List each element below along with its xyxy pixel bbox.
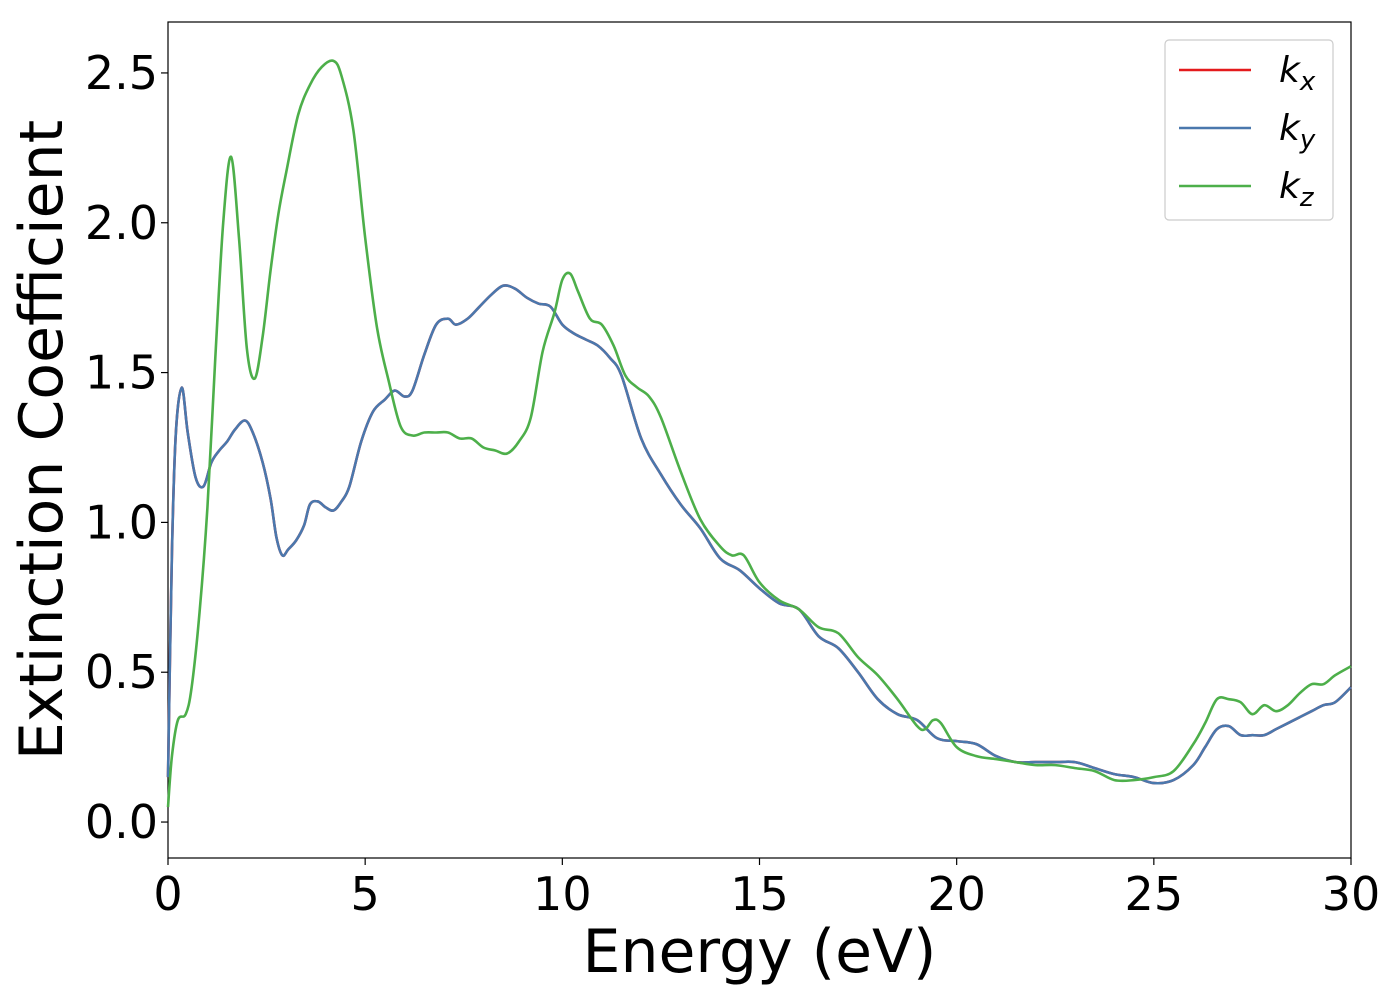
y-tick-label: 0.5 xyxy=(85,645,158,699)
legend-label-subscript: x xyxy=(1299,67,1316,97)
y-axis-ticks: 0.0 0.5 1.0 1.5 2.0 2.5 xyxy=(85,46,168,849)
y-tick-label: 1.5 xyxy=(85,346,158,400)
legend-label-subscript: y xyxy=(1299,125,1316,155)
y-tick-label: 1.0 xyxy=(85,495,158,549)
series-line-y xyxy=(166,284,1352,785)
series-line-x xyxy=(166,284,1352,785)
x-tick-label: 20 xyxy=(927,867,986,921)
y-tick-label: 2.5 xyxy=(85,46,158,100)
legend-label-x: kx xyxy=(1279,50,1316,97)
legend-label-base: k xyxy=(1279,108,1302,149)
x-tick-label: 30 xyxy=(1322,867,1381,921)
legend-box xyxy=(1164,39,1334,221)
legend-label-subscript: z xyxy=(1299,183,1315,213)
series-line-z xyxy=(166,59,1352,808)
legend-label-z: kz xyxy=(1279,166,1315,213)
x-axis-title: Energy (eV) xyxy=(583,917,937,987)
x-tick-label: 25 xyxy=(1125,867,1184,921)
y-axis-title: Extinction Coefficient xyxy=(7,120,77,760)
x-tick-label: 5 xyxy=(351,867,380,921)
legend-label-y: ky xyxy=(1279,108,1316,155)
y-tick-label: 0.0 xyxy=(85,795,158,849)
x-tick-label: 0 xyxy=(153,867,182,921)
x-tick-label: 10 xyxy=(533,867,592,921)
y-tick-label: 2.0 xyxy=(85,196,158,250)
x-axis-ticks: 0 5 10 15 20 25 30 xyxy=(153,858,1380,921)
series-lines xyxy=(166,59,1352,808)
legend-label-base: k xyxy=(1279,50,1302,91)
x-tick-label: 15 xyxy=(730,867,789,921)
legend-label-base: k xyxy=(1279,166,1302,207)
